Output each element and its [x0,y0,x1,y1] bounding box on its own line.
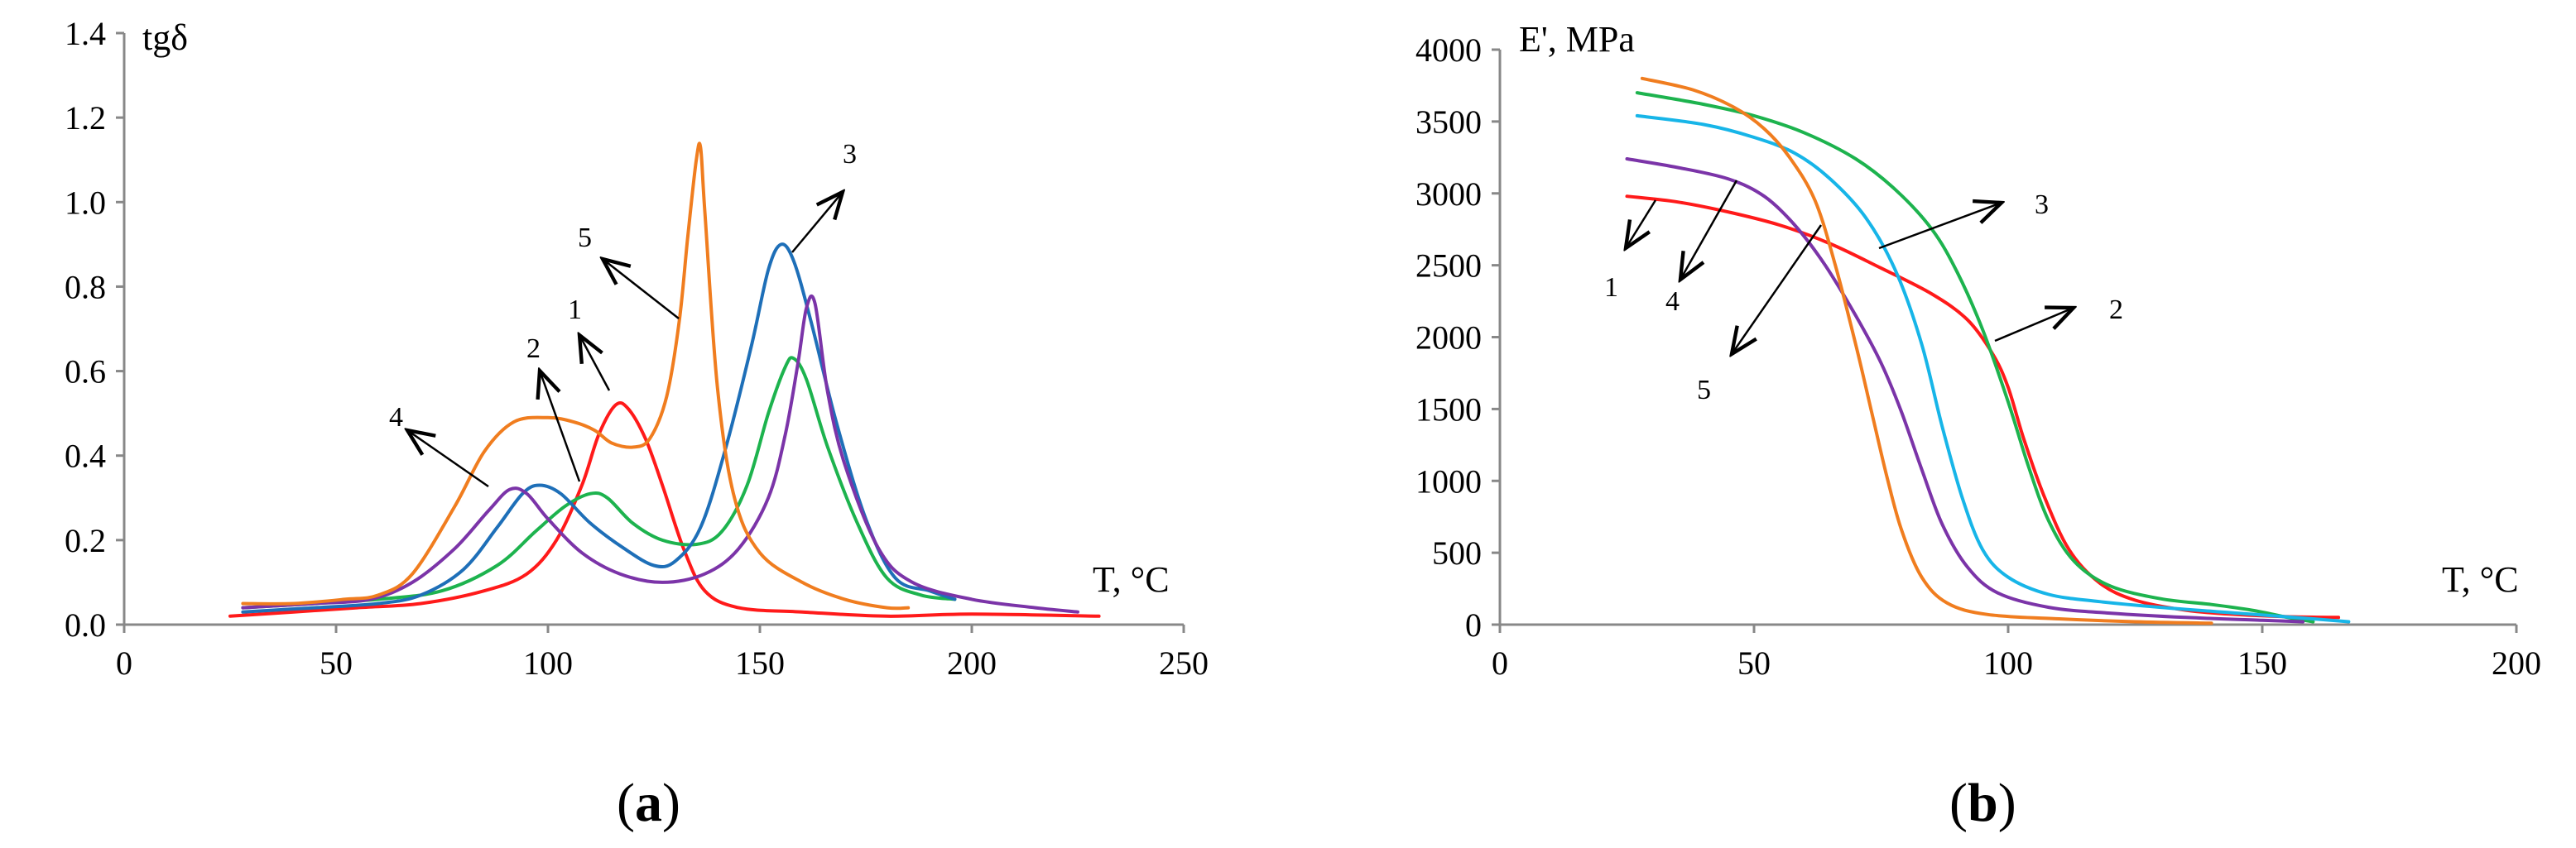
chart-b-x-tick-label: 50 [1737,644,1771,682]
chart-b-series-1-line [1625,194,2341,620]
chart-b-x-tick-label: 150 [2237,644,2287,682]
chart-a-y-tick-label: 0.8 [65,268,106,305]
callout-label-a-4: 4 [389,402,403,433]
chart-b-series-3-line [1635,113,2351,624]
chart-a-x-tick-label: 150 [735,644,785,682]
callout-label-b-4: 4 [1665,286,1680,317]
chart-b-y-tick-label: 3000 [1415,175,1482,213]
chart-a-series-2-line [241,356,957,610]
callout-label-a-2: 2 [526,333,541,364]
chart-a-x-tick-label: 250 [1159,644,1209,682]
chart-b-y-tick-label: 0 [1465,606,1482,644]
chart-b-series [1625,76,2351,625]
chart-b-panel-letter: b [1968,773,1998,833]
callout-arrow-a-2 [540,371,581,482]
chart-a-y-tick-label: 0.2 [65,522,106,559]
callout-label-a-5: 5 [578,223,592,253]
callout-label-a-1: 1 [568,295,582,325]
chart-b-series-4-line [1625,157,2305,624]
callout-arrow-b-4 [1680,180,1738,280]
chart-b-y-tick-label: 1500 [1415,390,1482,428]
chart-a-series-5-line [241,141,911,611]
chart-a-x-tick-label: 0 [116,644,132,682]
callout-arrow-b-1 [1626,199,1657,248]
chart-b-y-tick-label: 4000 [1415,31,1482,69]
chart-a-y-label: tgδ [142,17,188,58]
chart-b-panel-label: (b) [1949,773,2016,833]
chart-b-y-tick-label: 2000 [1415,319,1482,357]
chart-b-x-tick-label: 0 [1492,644,1508,682]
chart-a-y-tick-label: 1.0 [65,184,106,221]
chart-b-y-label: E', MPa [1519,19,1635,60]
chart-a-x-tick-label: 50 [320,644,353,682]
callout-arrow-a-1 [579,335,611,391]
callout-arrow-a-5 [603,259,680,319]
chart-a-y-tick-label: 1.2 [65,99,106,137]
chart-b: 0 500 1000 1500 2000 2500 3000 3500 4000 0 50 100 1… [1415,19,2541,833]
callout-arrow-a-4 [407,430,489,488]
callout-label-b-2: 2 [2109,295,2123,325]
chart-b-x-ticks: 0 50 100 150 200 [1492,625,2541,682]
chart-a-y-ticks: 0.0 0.2 0.4 0.6 0.8 1.0 1.2 1.4 [65,15,124,644]
chart-b-x-label: T, °C [2442,559,2519,600]
chart-a-x-label: T, °C [1093,559,1170,600]
chart-a-series-4-line [241,294,1079,614]
callout-arrow-b-3 [1878,203,2002,250]
chart-a: 0.00.20.40.60.81.01.21.4 0 50 100 150 200 250… [65,15,1209,833]
chart-a-y-tick-label: 0.0 [65,606,106,644]
chart-b-y-tick-label: 3500 [1415,103,1482,141]
callout-arrow-b-5 [1732,224,1823,354]
chart-a-series-1-line [228,400,1101,618]
chart-b-y-ticks: 0 500 1000 1500 2000 2500 3000 3500 4000 [1415,31,1500,644]
callout-label-b-5: 5 [1697,375,1711,405]
callout-label-a-3: 3 [843,139,857,170]
chart-a-x-tick-label: 200 [947,644,997,682]
callout-label-b-3: 3 [2035,189,2049,220]
chart-a-y-tick-label: 0.6 [65,353,106,390]
chart-b-series-5-line [1640,76,2213,625]
chart-a-series-3-line [241,242,957,614]
callout-label-b-1: 1 [1604,272,1618,303]
callout-arrow-a-3 [791,192,843,253]
chart-a-x-ticks: 0 50 100 150 200 250 [116,625,1209,682]
chart-b-y-tick-label: 2500 [1415,247,1482,285]
chart-a-panel-letter: a [635,773,662,833]
chart-a-series [228,141,1101,618]
chart-a-x-tick-label: 100 [523,644,573,682]
chart-b-x-tick-label: 100 [1983,644,2033,682]
chart-a-y-tick-label: 0.4 [65,438,106,475]
chart-b-y-tick-label: 1000 [1415,462,1482,500]
chart-b-x-tick-label: 200 [2492,644,2541,682]
chart-a-y-tick-label: 1.4 [65,15,106,52]
chart-b-y-tick-label: 500 [1432,534,1482,572]
callout-arrow-b-2 [1994,308,2074,343]
chart-b-series-2-line [1635,91,2315,624]
chart-a-panel-label: (a) [617,773,680,833]
